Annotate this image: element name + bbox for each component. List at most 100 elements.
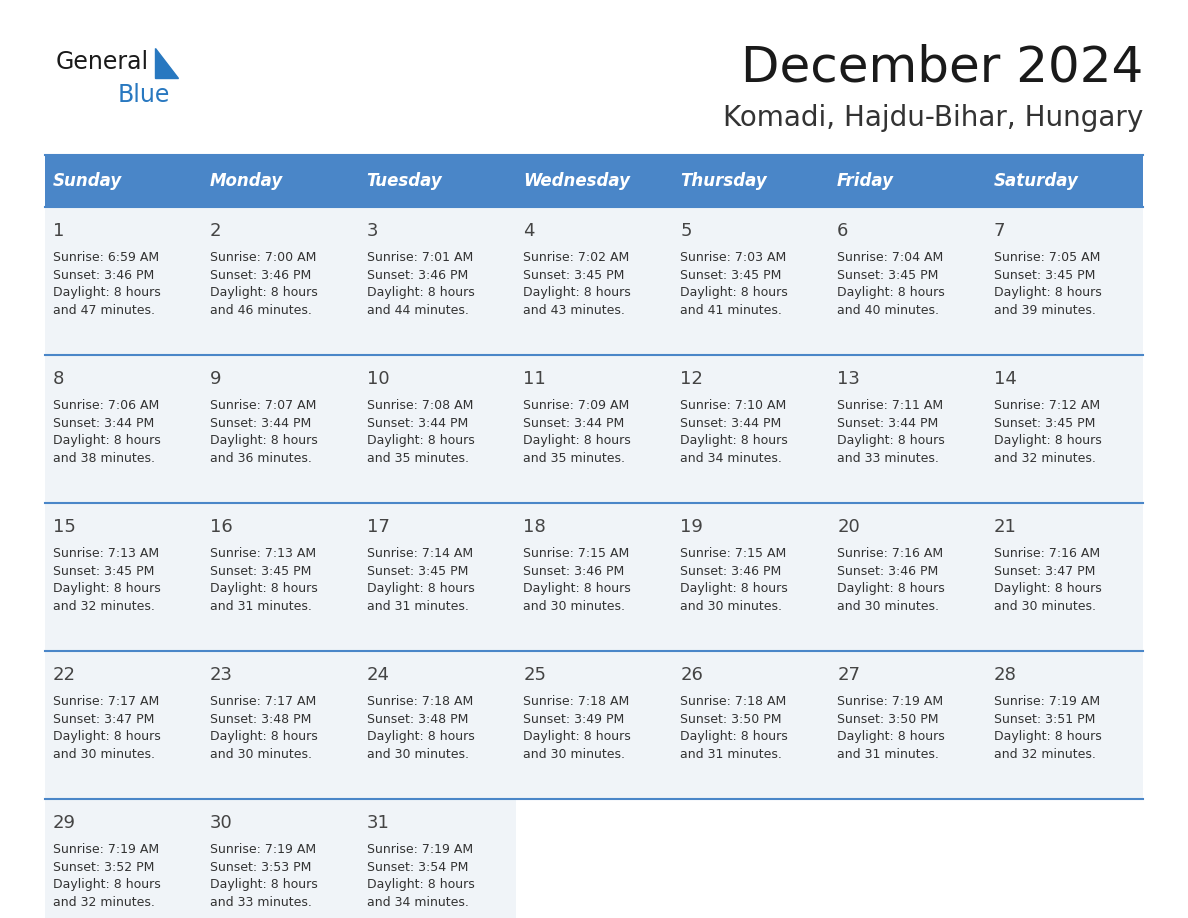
Text: 8: 8 xyxy=(52,370,64,387)
Bar xyxy=(829,207,986,355)
Text: Daylight: 8 hours: Daylight: 8 hours xyxy=(524,286,631,299)
Text: and 33 minutes.: and 33 minutes. xyxy=(838,452,939,465)
Text: Daylight: 8 hours: Daylight: 8 hours xyxy=(210,879,317,891)
Text: and 31 minutes.: and 31 minutes. xyxy=(210,599,311,613)
Text: Sunset: 3:45 PM: Sunset: 3:45 PM xyxy=(210,565,311,578)
Text: Sunset: 3:46 PM: Sunset: 3:46 PM xyxy=(52,269,154,282)
Text: 5: 5 xyxy=(681,222,691,240)
Text: Sunrise: 7:09 AM: Sunrise: 7:09 AM xyxy=(524,399,630,412)
Text: Daylight: 8 hours: Daylight: 8 hours xyxy=(52,879,160,891)
Text: and 33 minutes.: and 33 minutes. xyxy=(210,896,311,909)
Text: Sunrise: 7:13 AM: Sunrise: 7:13 AM xyxy=(210,547,316,560)
Text: Sunset: 3:45 PM: Sunset: 3:45 PM xyxy=(994,269,1095,282)
Text: and 47 minutes.: and 47 minutes. xyxy=(52,304,154,317)
Text: Sunrise: 7:19 AM: Sunrise: 7:19 AM xyxy=(367,844,473,856)
Text: 16: 16 xyxy=(210,518,233,536)
Text: Sunset: 3:48 PM: Sunset: 3:48 PM xyxy=(367,713,468,726)
Text: and 32 minutes.: and 32 minutes. xyxy=(994,748,1095,761)
Bar xyxy=(202,207,359,355)
Text: Sunset: 3:50 PM: Sunset: 3:50 PM xyxy=(838,713,939,726)
Text: Daylight: 8 hours: Daylight: 8 hours xyxy=(681,731,788,744)
Text: 25: 25 xyxy=(524,666,546,684)
Text: Daylight: 8 hours: Daylight: 8 hours xyxy=(367,582,474,596)
Text: Sunrise: 7:11 AM: Sunrise: 7:11 AM xyxy=(838,399,943,412)
Text: 6: 6 xyxy=(838,222,848,240)
Text: Sunset: 3:49 PM: Sunset: 3:49 PM xyxy=(524,713,625,726)
Text: Sunset: 3:44 PM: Sunset: 3:44 PM xyxy=(524,417,625,430)
Text: Sunrise: 7:10 AM: Sunrise: 7:10 AM xyxy=(681,399,786,412)
Polygon shape xyxy=(154,48,178,78)
Text: Monday: Monday xyxy=(210,172,283,190)
Bar xyxy=(986,155,1143,207)
Text: and 32 minutes.: and 32 minutes. xyxy=(52,599,154,613)
Text: and 30 minutes.: and 30 minutes. xyxy=(681,599,782,613)
Text: Daylight: 8 hours: Daylight: 8 hours xyxy=(367,879,474,891)
Text: Sunrise: 7:16 AM: Sunrise: 7:16 AM xyxy=(838,547,943,560)
Text: and 30 minutes.: and 30 minutes. xyxy=(524,599,625,613)
Text: Sunset: 3:45 PM: Sunset: 3:45 PM xyxy=(994,417,1095,430)
Text: Sunrise: 7:13 AM: Sunrise: 7:13 AM xyxy=(52,547,159,560)
Text: 17: 17 xyxy=(367,518,390,536)
Text: Daylight: 8 hours: Daylight: 8 hours xyxy=(52,731,160,744)
Text: Sunrise: 7:08 AM: Sunrise: 7:08 AM xyxy=(367,399,473,412)
Text: Sunset: 3:45 PM: Sunset: 3:45 PM xyxy=(681,269,782,282)
Text: Daylight: 8 hours: Daylight: 8 hours xyxy=(210,286,317,299)
Text: Sunrise: 7:03 AM: Sunrise: 7:03 AM xyxy=(681,252,786,264)
Text: 23: 23 xyxy=(210,666,233,684)
Bar xyxy=(829,799,986,918)
Text: and 46 minutes.: and 46 minutes. xyxy=(210,304,311,317)
Bar xyxy=(202,651,359,799)
Text: Daylight: 8 hours: Daylight: 8 hours xyxy=(838,731,944,744)
Bar xyxy=(516,503,672,651)
Text: Wednesday: Wednesday xyxy=(524,172,631,190)
Text: Sunrise: 7:18 AM: Sunrise: 7:18 AM xyxy=(524,696,630,709)
Text: Sunset: 3:44 PM: Sunset: 3:44 PM xyxy=(52,417,154,430)
Text: Sunset: 3:47 PM: Sunset: 3:47 PM xyxy=(52,713,154,726)
Text: Sunrise: 7:15 AM: Sunrise: 7:15 AM xyxy=(524,547,630,560)
Text: Daylight: 8 hours: Daylight: 8 hours xyxy=(994,582,1101,596)
Text: 28: 28 xyxy=(994,666,1017,684)
Text: and 34 minutes.: and 34 minutes. xyxy=(367,896,468,909)
Text: December 2024: December 2024 xyxy=(741,44,1143,92)
Text: Komadi, Hajdu-Bihar, Hungary: Komadi, Hajdu-Bihar, Hungary xyxy=(722,104,1143,132)
Text: Sunrise: 7:19 AM: Sunrise: 7:19 AM xyxy=(994,696,1100,709)
Text: 20: 20 xyxy=(838,518,860,536)
Text: 27: 27 xyxy=(838,666,860,684)
Text: Sunrise: 7:19 AM: Sunrise: 7:19 AM xyxy=(210,844,316,856)
Text: 22: 22 xyxy=(52,666,76,684)
Text: Sunset: 3:45 PM: Sunset: 3:45 PM xyxy=(524,269,625,282)
Text: Sunrise: 7:07 AM: Sunrise: 7:07 AM xyxy=(210,399,316,412)
Text: 12: 12 xyxy=(681,370,703,387)
Bar xyxy=(829,503,986,651)
Text: 9: 9 xyxy=(210,370,221,387)
Text: Sunrise: 6:59 AM: Sunrise: 6:59 AM xyxy=(52,252,159,264)
Text: Sunset: 3:54 PM: Sunset: 3:54 PM xyxy=(367,861,468,874)
Text: 1: 1 xyxy=(52,222,64,240)
Text: Sunrise: 7:18 AM: Sunrise: 7:18 AM xyxy=(681,696,786,709)
Text: Friday: Friday xyxy=(838,172,895,190)
Text: Sunrise: 7:17 AM: Sunrise: 7:17 AM xyxy=(210,696,316,709)
Text: Sunset: 3:50 PM: Sunset: 3:50 PM xyxy=(681,713,782,726)
Bar xyxy=(359,799,516,918)
Text: and 35 minutes.: and 35 minutes. xyxy=(367,452,468,465)
Bar xyxy=(359,155,516,207)
Text: 30: 30 xyxy=(210,813,233,832)
Text: Sunset: 3:53 PM: Sunset: 3:53 PM xyxy=(210,861,311,874)
Text: Daylight: 8 hours: Daylight: 8 hours xyxy=(52,582,160,596)
Text: Sunset: 3:44 PM: Sunset: 3:44 PM xyxy=(838,417,939,430)
Text: 10: 10 xyxy=(367,370,390,387)
Text: 3: 3 xyxy=(367,222,378,240)
Text: and 32 minutes.: and 32 minutes. xyxy=(994,452,1095,465)
Text: Sunrise: 7:04 AM: Sunrise: 7:04 AM xyxy=(838,252,943,264)
Text: Sunset: 3:52 PM: Sunset: 3:52 PM xyxy=(52,861,154,874)
Bar xyxy=(672,355,829,503)
Bar xyxy=(202,355,359,503)
Text: 13: 13 xyxy=(838,370,860,387)
Text: 15: 15 xyxy=(52,518,76,536)
Bar xyxy=(829,155,986,207)
Text: Sunset: 3:46 PM: Sunset: 3:46 PM xyxy=(838,565,939,578)
Text: Sunset: 3:46 PM: Sunset: 3:46 PM xyxy=(367,269,468,282)
Text: Sunrise: 7:19 AM: Sunrise: 7:19 AM xyxy=(838,696,943,709)
Text: Daylight: 8 hours: Daylight: 8 hours xyxy=(838,434,944,447)
Text: Sunset: 3:45 PM: Sunset: 3:45 PM xyxy=(52,565,154,578)
